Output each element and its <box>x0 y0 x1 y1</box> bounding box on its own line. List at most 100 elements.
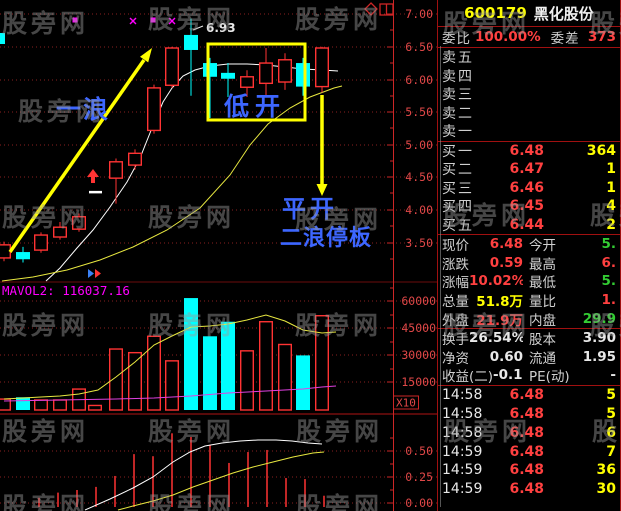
high-price-leader-line <box>192 25 204 31</box>
price-axis-label: 4.00 <box>405 203 433 217</box>
volume-multiplier-box <box>393 395 419 410</box>
info-cell: 现价 6.48 <box>442 234 529 254</box>
sell-level-row[interactable]: 卖一 <box>438 122 620 141</box>
candle-body-up <box>278 59 293 83</box>
gridlines <box>0 13 437 504</box>
tick-time: 14:59 <box>442 443 483 460</box>
info-value: 6. <box>601 254 616 271</box>
split-window-icon <box>379 3 394 16</box>
info-cell: 流通 1.95 <box>529 347 616 367</box>
mavol-label: MAVOL2: 116037.16 <box>2 283 130 298</box>
splitter-blue-arrow-icon <box>88 269 94 278</box>
info-label: 收益(二) <box>442 369 494 386</box>
tick-row[interactable]: 14:59 6.48 30 <box>438 480 620 499</box>
volume-bars <box>0 298 330 411</box>
stock-header[interactable]: 600179 黑化股份 <box>438 0 620 27</box>
tick-time: 14:59 <box>442 462 483 479</box>
sell-level-row[interactable]: 卖三 <box>438 85 620 104</box>
volume-bar <box>34 399 49 411</box>
level-price: 6.47 <box>509 161 544 178</box>
info-value: -0.106 <box>493 367 523 384</box>
candle-body-up <box>259 62 274 85</box>
price-axis-label: 7.00 <box>405 7 433 21</box>
tick-row[interactable]: 14:59 6.48 7 <box>438 442 620 461</box>
candle-body-up <box>34 234 49 251</box>
volume-bar <box>184 298 198 410</box>
info-label: 涨幅 <box>442 275 469 292</box>
level-label: 卖五 <box>442 50 474 67</box>
level-volume: 1 <box>606 179 616 196</box>
quote-info-main: 现价 6.48 今开 5. 涨跌 0.59 最高 6. 涨幅 10.02% 最低 5. 总量 51.8万量… <box>438 235 620 328</box>
level-label: 买二 <box>442 162 474 179</box>
buy-level-row[interactable]: 买一 6.48 364 <box>438 142 620 161</box>
volume-bar <box>203 336 217 410</box>
tick-price: 6.48 <box>509 462 544 479</box>
tick-time: 14:59 <box>442 481 483 498</box>
info-value: 0.59 <box>489 254 523 271</box>
buy-level-row[interactable]: 买二 6.47 1 <box>438 160 620 179</box>
candle-body-down <box>296 63 310 87</box>
buy-level-row[interactable]: 买四 6.45 4 <box>438 197 620 216</box>
sell-level-row[interactable]: 卖五 <box>438 48 620 67</box>
tick-row[interactable]: 14:59 6.48 36 <box>438 461 620 480</box>
volume-bar <box>127 351 142 411</box>
tick-price: 6.48 <box>509 405 544 422</box>
info-value: 21.9万 <box>476 312 523 329</box>
sell-level-row[interactable]: 卖四 <box>438 67 620 86</box>
info-cell: 涨跌 0.59 <box>442 253 529 273</box>
up-trend-arrowhead <box>140 48 152 63</box>
indicator-line-yellow <box>117 451 325 511</box>
price-axis-label: 3.50 <box>405 236 433 250</box>
candlesticks <box>0 18 330 263</box>
doji-dash-candle <box>89 190 102 194</box>
indicator-pane <box>38 433 325 511</box>
tick-list: 14:58 6.48 5 14:58 6.48 5 14:58 6.48 6 14:59 6.48 7… <box>438 386 620 499</box>
quote-panel: 600179 黑化股份 委比 100.00% 委差 373 卖五 卖四 卖三 卖二 卖一… <box>437 0 621 511</box>
tick-row[interactable]: 14:58 6.48 6 <box>438 423 620 442</box>
volume-axis-label: 45000 <box>401 321 436 335</box>
pane-splitter-icon[interactable] <box>88 269 101 278</box>
tick-volume: 6 <box>606 424 616 441</box>
candle-body-up <box>239 76 254 88</box>
info-label: 换手 <box>442 332 469 349</box>
volume-multiplier-label: X10 <box>396 397 416 410</box>
price-axis: 7.00 6.50 6.00 5.50 5.00 4.50 4.00 3.50 60000 450… <box>364 0 436 511</box>
info-value: 3.90 <box>582 330 616 347</box>
sell-level-row[interactable]: 卖二 <box>438 104 620 123</box>
section-divider <box>438 327 620 329</box>
info-value: 0.60 <box>489 348 523 365</box>
info-label: 股本 <box>529 332 556 349</box>
buy-level-row[interactable]: 买三 6.46 1 <box>438 179 620 198</box>
buy-level-row[interactable]: 买五 6.44 2 <box>438 216 620 235</box>
price-axis-label: 4.50 <box>405 170 433 184</box>
low-open-annotation: 低开 <box>223 92 286 121</box>
wave2-limit-annotation: 二浪停板 <box>280 225 372 251</box>
level-label: 买一 <box>442 143 474 160</box>
info-row: 换手 26.54% 股本 3.90 <box>438 329 620 348</box>
candle-body-up <box>146 87 161 132</box>
info-value: 26.54% <box>469 330 523 347</box>
tick-time: 14:58 <box>442 387 483 404</box>
buy-signal-marker <box>87 169 99 183</box>
flat-open-annotation: 平开 <box>282 195 338 223</box>
tick-time: 14:58 <box>442 405 483 422</box>
info-label: 涨跌 <box>442 256 469 273</box>
level-label: 卖一 <box>442 124 474 141</box>
info-value: 29.9 <box>582 310 616 327</box>
info-label: PE(动) <box>529 369 570 386</box>
section-divider <box>438 234 620 235</box>
volume-ma-magenta <box>3 385 337 402</box>
volume-bar <box>296 355 310 410</box>
volume-bar <box>164 360 179 411</box>
info-cell: PE(动) - <box>529 365 616 385</box>
volume-bar <box>53 399 68 411</box>
tick-volume: 5 <box>606 405 616 422</box>
candle-body-down <box>203 63 217 77</box>
candle-body-up <box>315 47 330 88</box>
expiry-dot-marker <box>72 17 78 23</box>
volume-ma-yellow <box>3 314 337 400</box>
candle-body-down <box>221 72 235 79</box>
tick-row[interactable]: 14:58 6.48 5 <box>438 386 620 405</box>
tick-row[interactable]: 14:58 6.48 5 <box>438 405 620 424</box>
kline-chart[interactable]: 7.00 6.50 6.00 5.50 5.00 4.50 4.00 3.50 60000 450… <box>0 0 440 511</box>
